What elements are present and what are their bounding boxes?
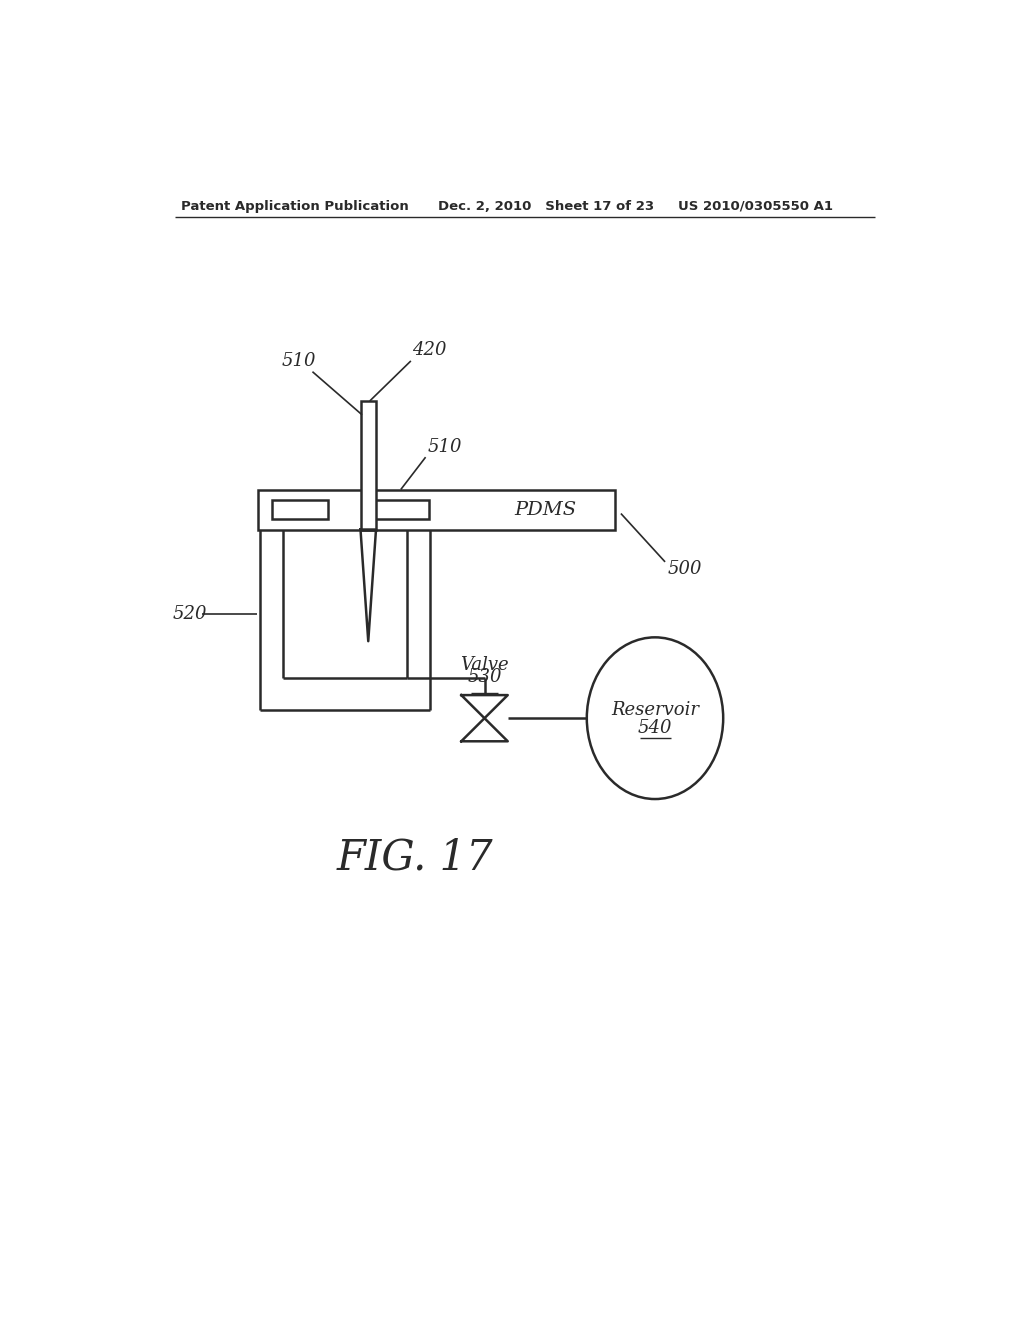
- Ellipse shape: [587, 638, 723, 799]
- Bar: [272, 500, 328, 519]
- Text: 530: 530: [467, 668, 502, 686]
- Text: 520: 520: [172, 606, 207, 623]
- Text: US 2010/0305550 A1: US 2010/0305550 A1: [678, 199, 834, 213]
- Text: 510: 510: [427, 438, 462, 455]
- Text: Dec. 2, 2010   Sheet 17 of 23: Dec. 2, 2010 Sheet 17 of 23: [438, 199, 654, 213]
- Text: 420: 420: [413, 342, 446, 359]
- Text: 510: 510: [282, 352, 316, 370]
- Bar: [360, 401, 376, 529]
- Text: 540: 540: [638, 719, 672, 737]
- Text: Reservoir: Reservoir: [611, 701, 699, 719]
- Text: Valve: Valve: [460, 656, 509, 673]
- Text: Patent Application Publication: Patent Application Publication: [180, 199, 409, 213]
- Bar: [373, 500, 429, 519]
- Text: PDMS: PDMS: [514, 500, 577, 519]
- Text: 500: 500: [668, 560, 701, 578]
- Bar: [258, 490, 614, 529]
- Text: FIG. 17: FIG. 17: [337, 836, 494, 878]
